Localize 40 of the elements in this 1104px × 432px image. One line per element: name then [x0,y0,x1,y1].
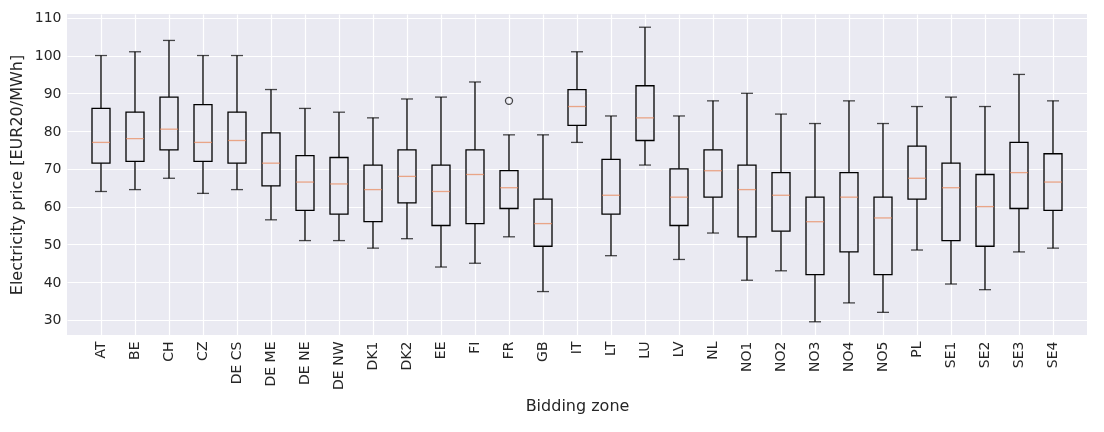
x-tick-label: DE CS [228,341,244,385]
x-tick-label: DE NW [330,341,346,390]
x-tick-label: NO1 [738,341,754,372]
x-tick-label: FI [466,341,482,354]
x-tick-label: GB [534,341,550,362]
y-axis-title: Electricity price [EUR20/MWh] [6,54,26,296]
x-tick-label: DK2 [398,341,414,371]
y-tick-label: 110 [34,9,62,26]
x-tick-label: CZ [194,341,210,361]
y-tick-label: 90 [43,84,62,101]
x-tick-label: NO2 [772,341,788,372]
x-tick-label: LU [636,341,652,359]
y-tick-label: 50 [43,235,62,252]
y-tick-label: 80 [43,122,62,139]
x-tick-label: SE3 [1010,341,1026,369]
x-tick-label: NO5 [874,341,890,372]
x-tick-label: FR [500,341,516,360]
x-tick-label: AT [92,341,108,359]
x-tick-label: NL [704,341,720,360]
x-tick-label: NO4 [840,341,856,372]
y-tick-label: 70 [43,160,62,177]
y-tick-label: 60 [43,198,62,215]
x-tick-label: SE2 [976,341,992,369]
x-tick-label: PL [908,341,924,358]
x-tick-label: IT [568,341,584,355]
x-tick-label: BE [126,341,142,360]
x-tick-label: EE [432,341,448,360]
x-tick-label: DK1 [364,341,380,371]
x-tick-label: SE1 [942,341,958,369]
y-tick-label: 30 [43,311,62,328]
x-tick-label: CH [160,341,176,362]
x-tick-label: LV [670,341,686,358]
y-tick-label: 40 [43,273,62,290]
x-tick-label: NO3 [806,341,822,372]
x-tick-label: SE4 [1044,341,1060,369]
x-tick-label: LT [602,341,618,356]
x-axis-title: Bidding zone [525,395,630,415]
x-tick-label: DE ME [262,341,278,387]
x-tick-label: DE NE [296,341,312,385]
y-tick-label: 100 [34,47,62,64]
